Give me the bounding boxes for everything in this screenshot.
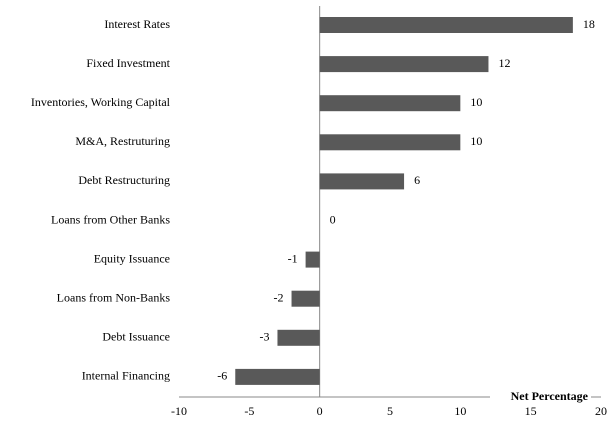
data-label: 0 xyxy=(330,212,336,226)
data-label: -1 xyxy=(288,251,298,265)
bar xyxy=(319,17,573,33)
data-label: -2 xyxy=(274,290,284,304)
bar xyxy=(291,290,320,307)
x-tick-label: 20 xyxy=(595,404,607,418)
bar xyxy=(319,173,405,190)
y-tick-label: Loans from Non-Banks xyxy=(57,290,171,304)
x-tick-label: 15 xyxy=(525,404,537,418)
y-tick-label: Inventories, Working Capital xyxy=(31,95,171,109)
y-tick-label: M&A, Restruturing xyxy=(75,134,170,148)
bar xyxy=(277,329,320,346)
bar xyxy=(235,368,320,385)
x-tick-label: -5 xyxy=(244,404,254,418)
y-tick-label: Debt Issuance xyxy=(102,330,170,344)
bar xyxy=(319,134,461,151)
data-label: -6 xyxy=(217,369,227,383)
data-label: 18 xyxy=(583,17,595,31)
x-tick-label: 0 xyxy=(317,404,323,418)
x-tick-label: 5 xyxy=(387,404,393,418)
data-label: -3 xyxy=(259,330,269,344)
data-label: 6 xyxy=(414,173,420,187)
bar xyxy=(319,56,489,73)
x-label-bg xyxy=(490,389,591,405)
bar xyxy=(305,251,320,268)
y-tick-label: Debt Restructuring xyxy=(78,173,170,187)
data-label: 10 xyxy=(470,134,482,148)
y-tick-label: Interest Rates xyxy=(104,17,170,31)
x-tick-label: -10 xyxy=(171,404,187,418)
y-tick-label: Fixed Investment xyxy=(86,56,170,70)
x-axis-label: Net Percentage xyxy=(511,389,589,403)
data-label: 12 xyxy=(498,56,510,70)
y-tick-label: Internal Financing xyxy=(82,369,170,383)
data-label: 10 xyxy=(470,95,482,109)
y-tick-label: Equity Issuance xyxy=(94,251,170,265)
bar xyxy=(319,95,461,112)
y-tick-label: Loans from Other Banks xyxy=(51,212,170,226)
x-tick-label: 10 xyxy=(454,404,466,418)
